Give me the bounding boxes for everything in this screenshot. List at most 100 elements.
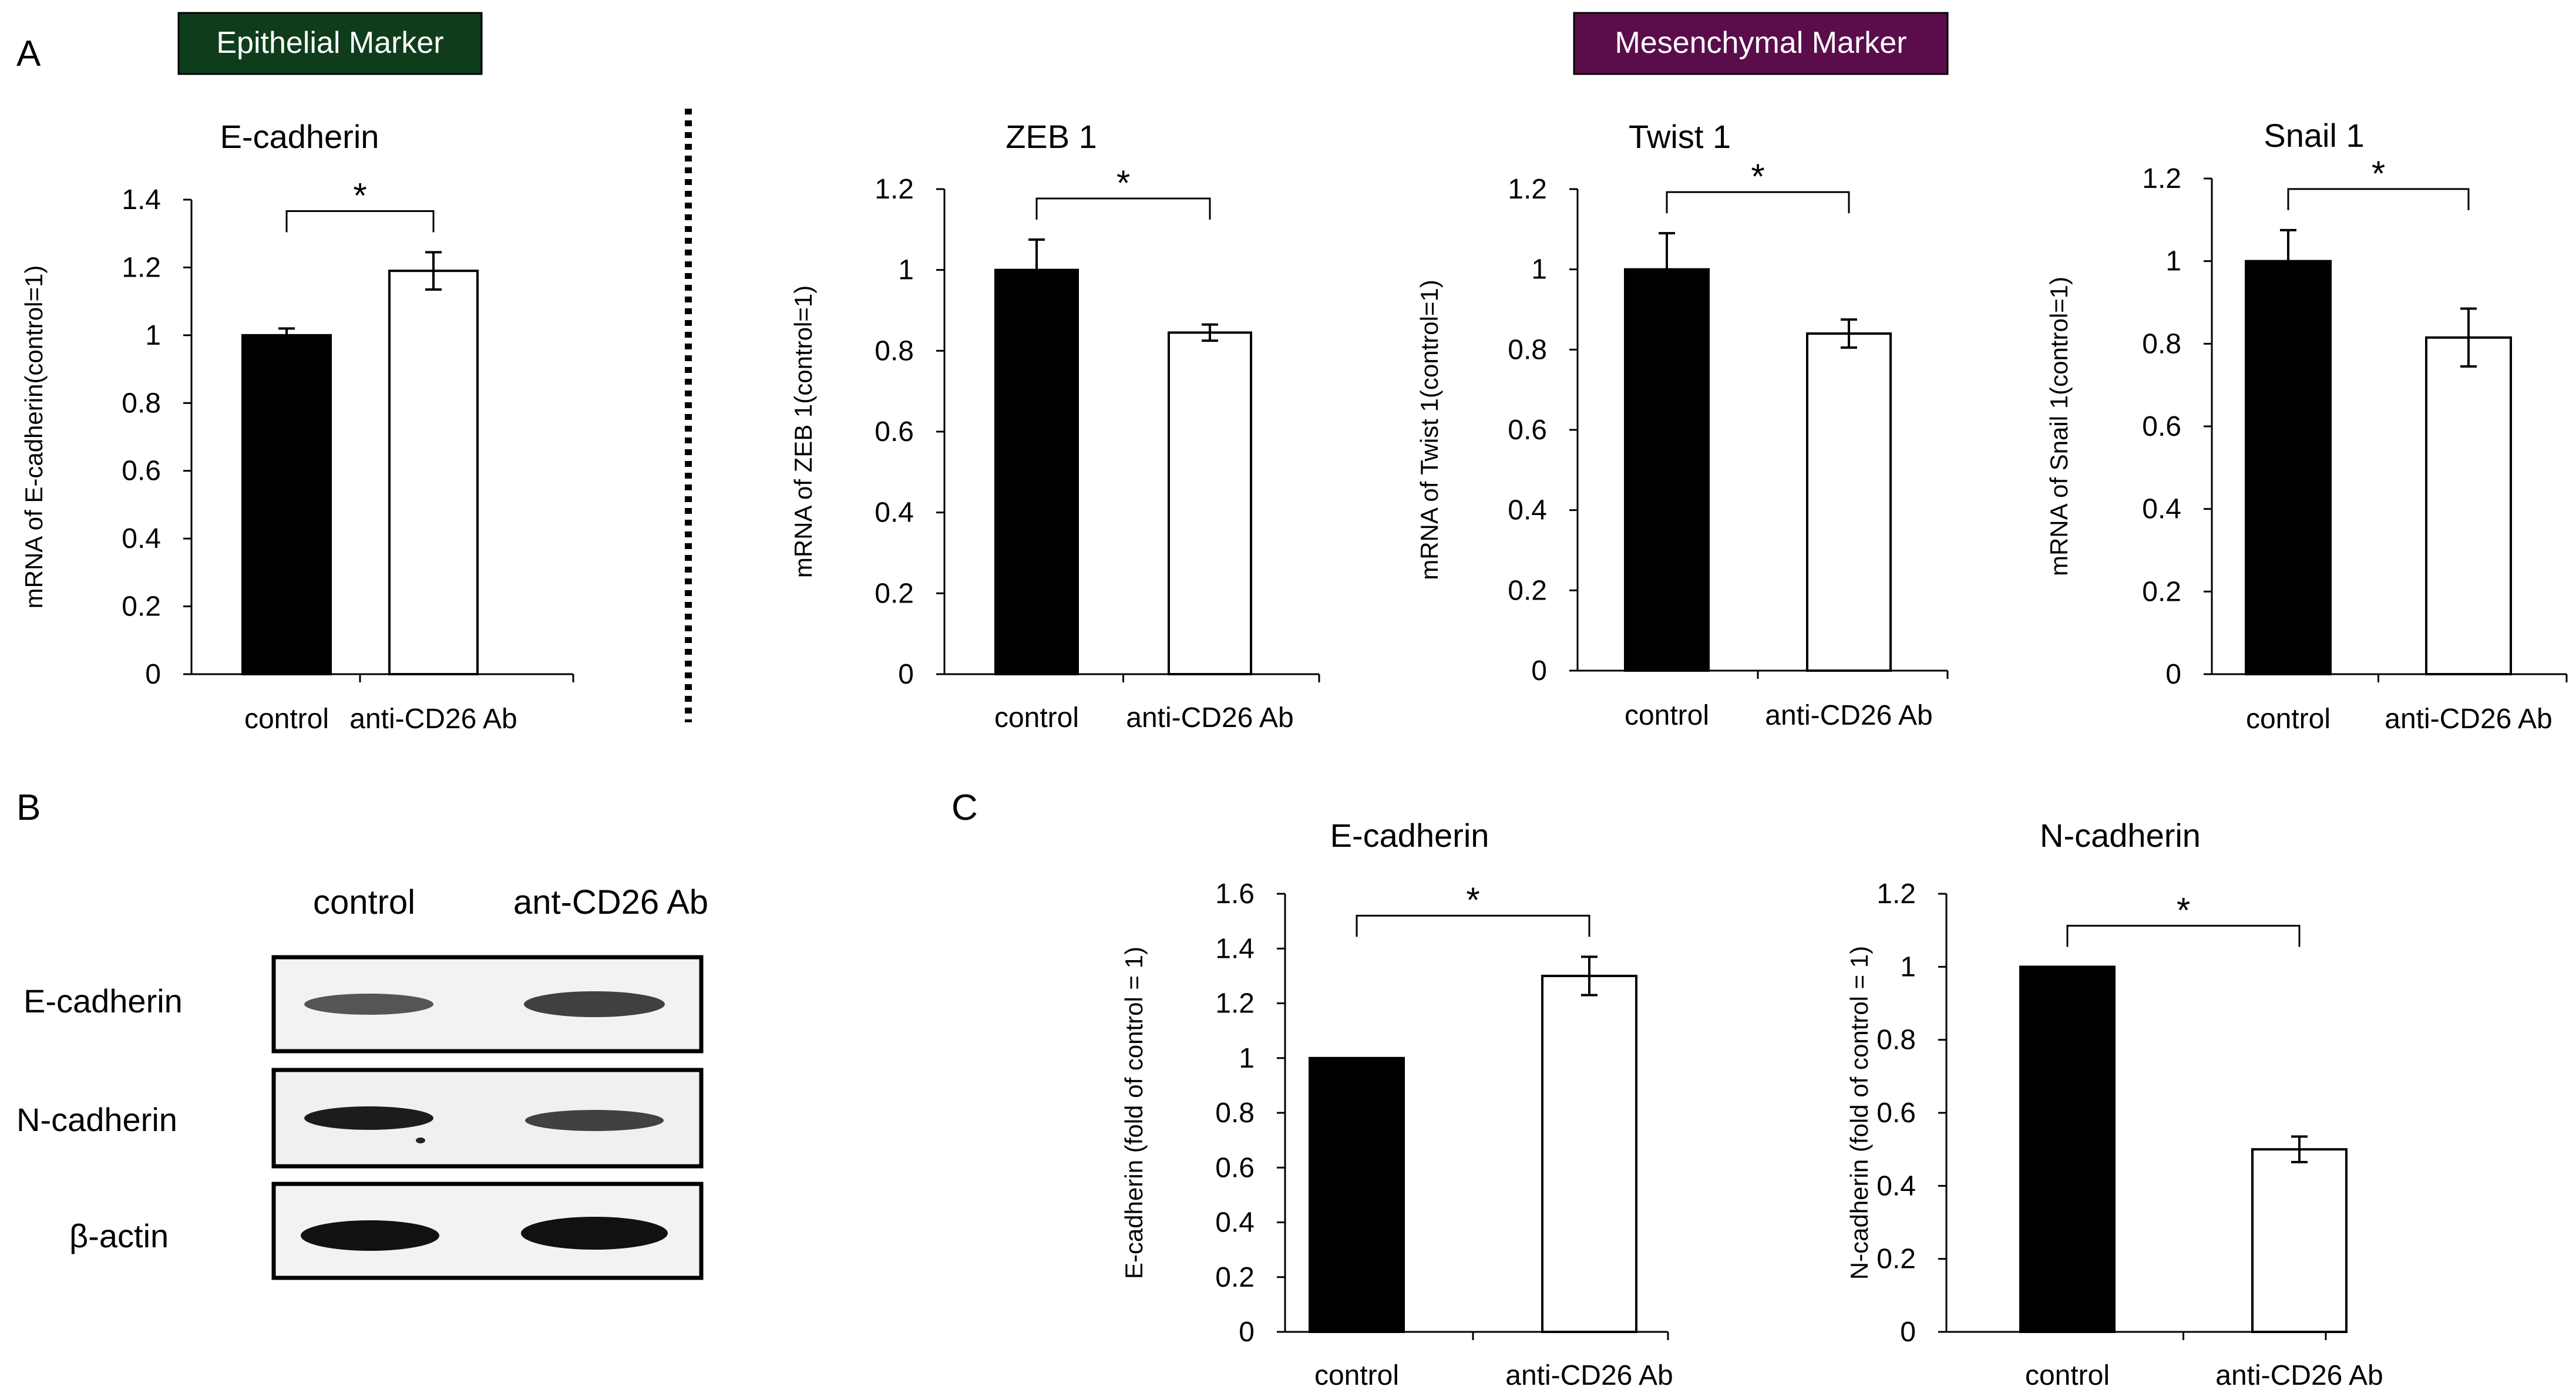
- blot-band: [304, 1106, 433, 1130]
- wb-row-n-cadherin: N-cadherin: [16, 1101, 177, 1138]
- significance-star: *: [2177, 890, 2190, 930]
- y-tick-label: 0.6: [1876, 1098, 1916, 1129]
- y-tick-label: 1.2: [1508, 174, 1547, 205]
- chart-snail1-mrna: Snail 1 mRNA of Snail 1(control=1) 0 0.2 0.4…: [2045, 117, 2568, 735]
- y-tick-label: 1.2: [2142, 163, 2181, 194]
- category-label: control: [2246, 704, 2330, 735]
- blot-band: [525, 1110, 664, 1131]
- bar-control: [1624, 268, 1710, 672]
- y-tick-label: 0: [2165, 659, 2181, 690]
- wb-row-e-cadherin: E-cadherin: [23, 982, 183, 1019]
- y-tick-label: 0.8: [875, 335, 914, 366]
- y-tick-label: 1: [1531, 254, 1547, 285]
- y-axis-label: N-cadherin (fold of control = 1): [1845, 946, 1873, 1280]
- y-tick-label: 1.2: [1876, 879, 1916, 910]
- y-tick-label: 0.4: [1215, 1207, 1255, 1239]
- y-tick-label: 0: [1239, 1317, 1255, 1348]
- epithelial-marker-label: Epithelial Marker: [216, 26, 443, 60]
- y-axis-label: mRNA of E-cadherin(control=1): [20, 265, 48, 609]
- y-tick-label: 0.8: [1215, 1098, 1255, 1129]
- y-tick-label: 1.6: [1215, 879, 1255, 910]
- y-tick-label: 1.2: [875, 174, 914, 205]
- mesenchymal-marker-badge: Mesenchymal Marker: [1573, 12, 1949, 75]
- y-tick-label: 0.4: [2142, 494, 2181, 525]
- y-tick-label: 0.6: [2142, 411, 2181, 442]
- significance-bracket: [2287, 188, 2470, 210]
- significance-star: *: [1117, 163, 1130, 203]
- bar-treated: [1806, 332, 1892, 672]
- chart-zeb1-mrna: ZEB 1 mRNA of ZEB 1(control=1) 0 0.2 0.4 0.6 0…: [789, 118, 1320, 733]
- significance-bracket: [1356, 914, 1590, 937]
- y-tick-label: 0: [145, 659, 161, 690]
- y-tick-label: 1: [1239, 1043, 1255, 1074]
- y-tick-label: 1: [898, 255, 914, 286]
- y-tick-label: 0.4: [1508, 495, 1547, 526]
- y-tick-label: 1.4: [122, 184, 161, 216]
- blot-band: [301, 1220, 439, 1251]
- bar-treated: [388, 270, 479, 675]
- category-label: control: [1625, 700, 1709, 731]
- category-label: anti-CD26 Ab: [1765, 700, 1933, 731]
- y-tick-label: 0: [1531, 655, 1547, 686]
- epithelial-marker-badge: Epithelial Marker: [177, 12, 483, 75]
- category-label: anti-CD26 Ab: [1126, 702, 1294, 733]
- chart-n-cadherin-protein: N-cadherin N-cadherin (fold of control = …: [1845, 817, 2383, 1391]
- significance-star: *: [2372, 154, 2385, 193]
- wb-column-treated: ant-CD26 Ab: [513, 883, 708, 921]
- chart-title: ZEB 1: [1005, 118, 1097, 155]
- y-tick-label: 1.2: [1215, 988, 1255, 1019]
- bar-treated: [1168, 331, 1252, 675]
- significance-bracket: [1035, 197, 1211, 220]
- y-tick-label: 0.6: [1508, 415, 1547, 446]
- category-label: control: [994, 702, 1079, 733]
- significance-star: *: [1466, 880, 1479, 920]
- y-tick-label: 1: [1900, 951, 1916, 982]
- blot-band: [521, 1217, 668, 1250]
- bar-control: [2019, 965, 2116, 1334]
- blot-n-cadherin: [271, 1068, 704, 1169]
- y-axis-label: mRNA of ZEB 1(control=1): [789, 285, 817, 578]
- category-label: anti-CD26 Ab: [2215, 1360, 2383, 1391]
- bar-control: [994, 268, 1079, 675]
- y-tick-label: 0.4: [875, 497, 914, 529]
- mesenchymal-marker-label: Mesenchymal Marker: [1615, 26, 1906, 60]
- blot-e-cadherin: [271, 955, 704, 1054]
- y-tick-label: 0.8: [1508, 334, 1547, 365]
- mesenchymal-marker-box: [1573, 12, 1949, 75]
- y-tick-label: 0.8: [1876, 1025, 1916, 1056]
- chart-twist1-mrna: Twist 1 mRNA of Twist 1(control=1) 0 0.2 0.4…: [1415, 118, 1949, 731]
- category-label: anti-CD26 Ab: [1505, 1360, 1673, 1391]
- category-label: control: [2025, 1360, 2110, 1391]
- y-tick-label: 0.2: [1876, 1244, 1916, 1275]
- wb-row-beta-actin: β-actin: [69, 1217, 169, 1254]
- western-blot: control ant-CD26 Ab E-cadherin N-cadheri…: [16, 883, 708, 1280]
- chart-e-cadherin-mrna: E-cadherin mRNA of E-cadherin(control=1) 0…: [20, 118, 574, 735]
- significance-star: *: [1751, 157, 1764, 196]
- blot-beta-actin: [271, 1182, 704, 1280]
- significance-bracket: [285, 210, 435, 233]
- wb-column-control: control: [313, 883, 415, 921]
- category-label: control: [1314, 1360, 1399, 1391]
- bar-treated: [2425, 336, 2512, 675]
- significance-star: *: [353, 176, 366, 215]
- y-axis-label: mRNA of Twist 1(control=1): [1415, 280, 1443, 580]
- panel-label-c: C: [951, 788, 978, 828]
- blot-band: [524, 991, 665, 1017]
- bar-control: [1309, 1056, 1405, 1333]
- bar-treated: [1541, 974, 1637, 1333]
- bar-control: [2245, 260, 2332, 675]
- blot-band: [304, 994, 433, 1015]
- y-tick-label: 0.6: [875, 416, 914, 447]
- y-tick-label: 0.6: [122, 456, 161, 487]
- category-label: control: [244, 704, 329, 735]
- chart-title: Twist 1: [1629, 118, 1731, 155]
- significance-bracket: [2066, 924, 2301, 947]
- y-tick-label: 0.4: [122, 523, 161, 554]
- chart-title: Snail 1: [2264, 117, 2364, 154]
- chart-title: E-cadherin: [1330, 817, 1489, 854]
- y-tick-label: 0.4: [1876, 1170, 1916, 1202]
- y-tick-label: 0.2: [122, 591, 161, 622]
- y-tick-label: 0: [898, 659, 914, 690]
- y-tick-label: 0.2: [1215, 1262, 1255, 1293]
